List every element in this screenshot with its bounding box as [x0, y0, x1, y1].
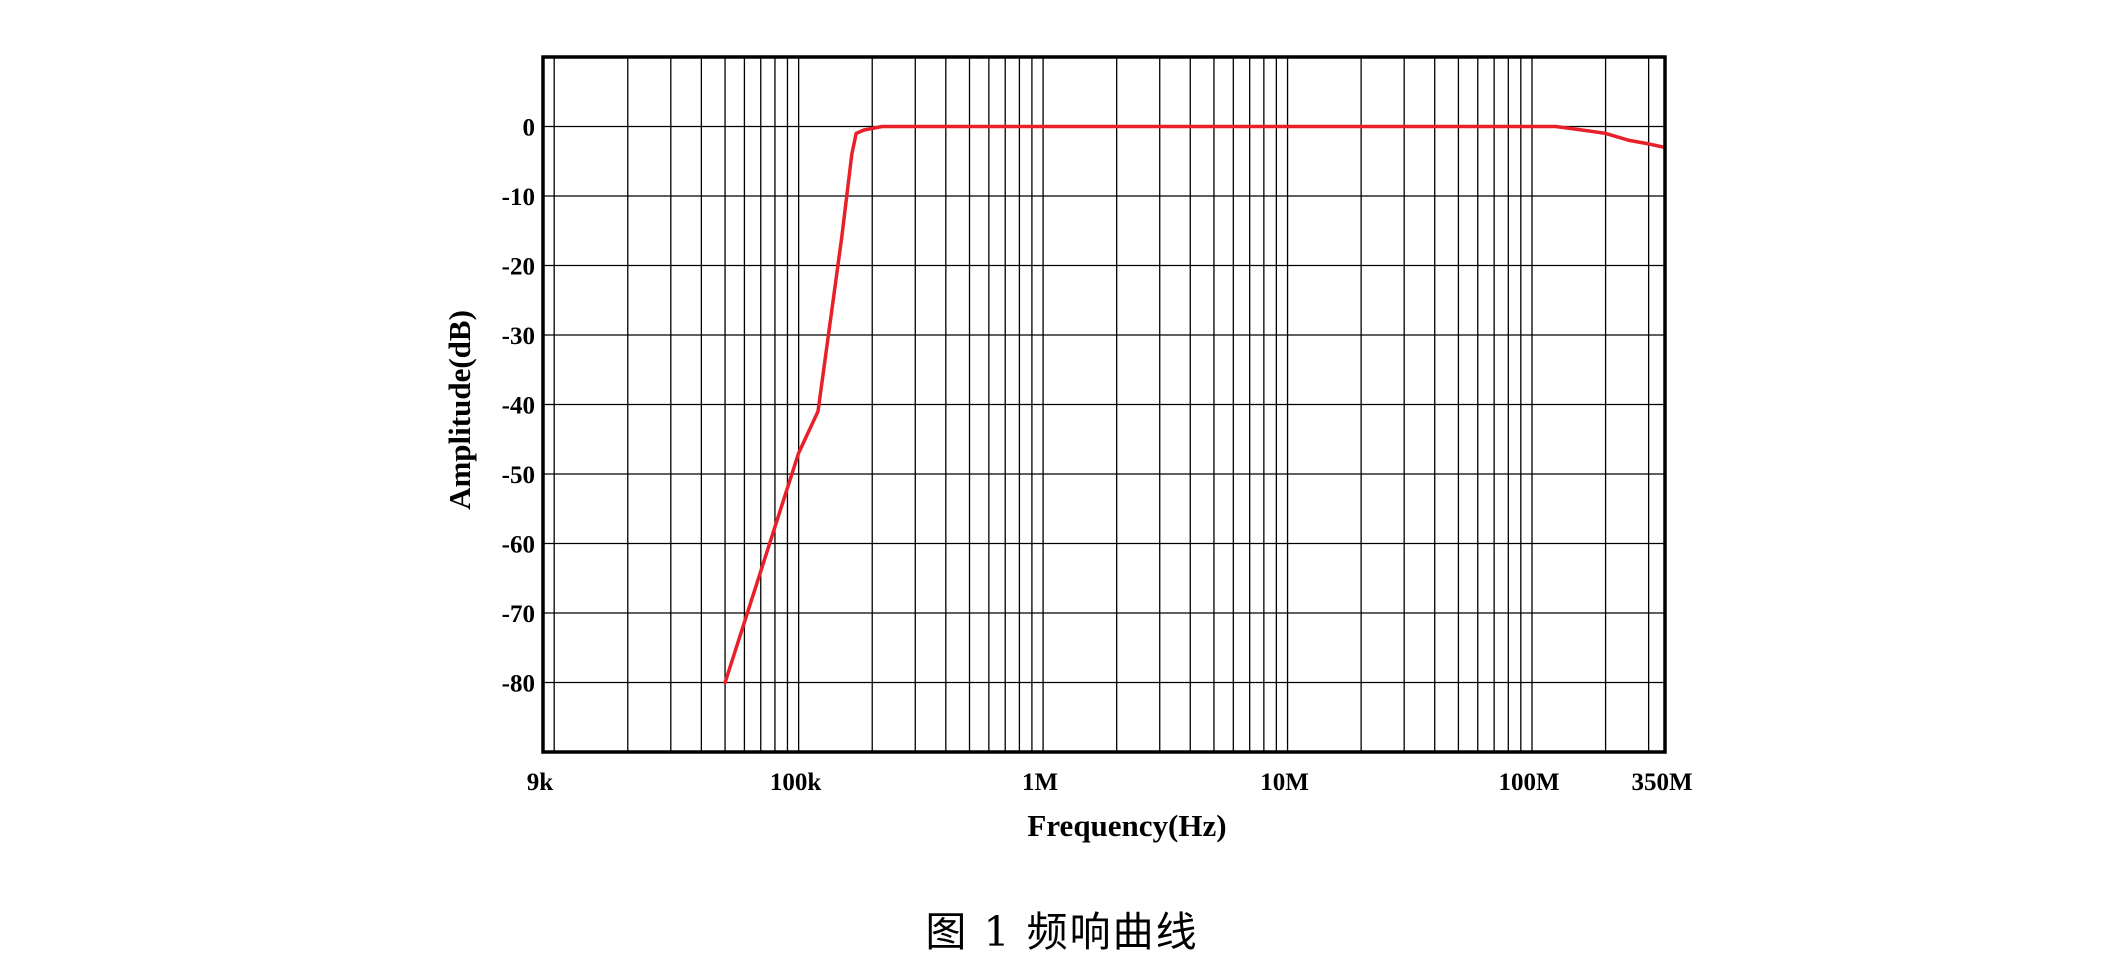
y-axis-title: Amplitude(dB)	[442, 310, 477, 510]
x-tick-label: 100k	[770, 769, 822, 796]
figure-caption: 图 1 频响曲线	[925, 908, 1199, 956]
x-tick-label: 100M	[1498, 769, 1559, 796]
x-tick-label: 1M	[1022, 769, 1058, 796]
x-tick-label: 9k	[527, 769, 554, 796]
x-tick-labels: 9k 100k 1M 10M 100M 350M	[527, 769, 1693, 796]
series-line	[723, 124, 1667, 685]
y-tick-label: -60	[502, 532, 535, 559]
y-tick-label: -20	[502, 254, 535, 281]
x-axis-title: Frequency(Hz)	[1027, 808, 1226, 843]
y-tick-label: -10	[502, 184, 535, 211]
y-tick-labels: 0 -10 -20 -30 -40 -50 -60 -70 -80	[502, 115, 535, 698]
series-group	[723, 124, 1667, 685]
y-tick-label: 0	[523, 115, 536, 142]
plot-frame	[541, 55, 1667, 754]
x-tick-label: 10M	[1260, 769, 1309, 796]
y-tick-label: -80	[502, 671, 535, 698]
x-tick-label: 350M	[1631, 769, 1692, 796]
y-tick-label: -40	[502, 393, 535, 420]
y-tick-label: -50	[502, 462, 535, 489]
y-tick-label: -30	[502, 323, 535, 350]
y-tick-label: -70	[502, 601, 535, 628]
